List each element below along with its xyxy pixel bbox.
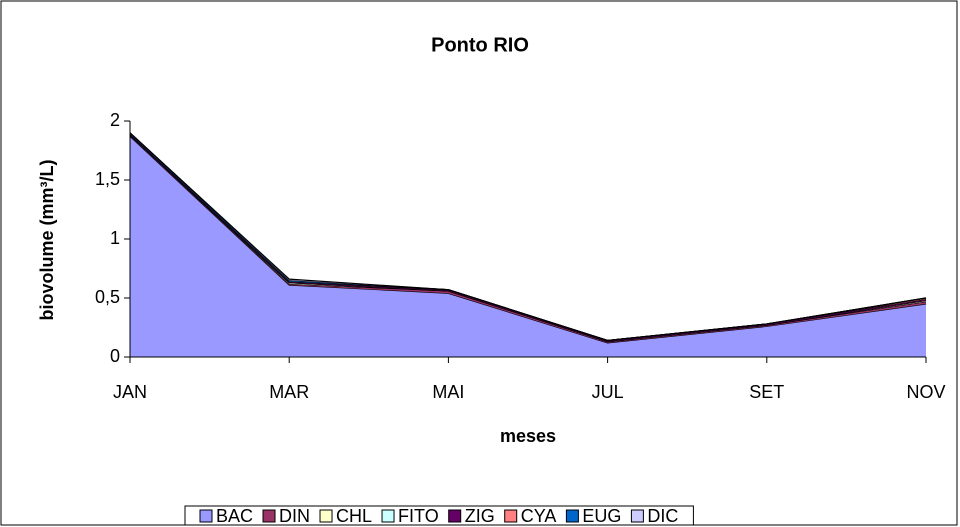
x-tick-label: NOV xyxy=(906,382,945,402)
legend-swatch xyxy=(199,509,213,523)
y-tick-label: 1,5 xyxy=(95,169,120,189)
legend-label: CHL xyxy=(336,506,372,526)
area xyxy=(130,136,926,357)
legend-swatch xyxy=(565,509,579,523)
x-tick-label: SET xyxy=(749,382,784,402)
y-tick-label: 0 xyxy=(110,346,120,366)
legend-swatch xyxy=(504,509,518,523)
legend-label: DIN xyxy=(279,506,310,526)
legend-label: ZIG xyxy=(465,506,495,526)
legend-swatch xyxy=(319,509,333,523)
x-tick-label: MAI xyxy=(432,382,464,402)
area-edge xyxy=(129,132,927,342)
y-tick-label: 2 xyxy=(110,110,120,130)
y-tick-label: 0,5 xyxy=(95,287,120,307)
x-tick-label: JAN xyxy=(113,382,147,402)
legend-swatch xyxy=(630,509,644,523)
chart-title: Ponto RIO xyxy=(431,34,529,56)
x-tick-label: JUL xyxy=(592,382,624,402)
x-axis-label: meses xyxy=(500,426,556,446)
legend-swatch xyxy=(448,509,462,523)
y-axis-label: biovolume (mm³/L) xyxy=(37,159,57,320)
legend-label: DIC xyxy=(647,506,678,526)
legend-swatch xyxy=(381,509,395,523)
legend-swatch xyxy=(262,509,276,523)
legend-label: EUG xyxy=(582,506,621,526)
legend-label: BAC xyxy=(216,506,253,526)
y-tick-label: 1 xyxy=(110,228,120,248)
legend-label: CYA xyxy=(521,506,557,526)
x-tick-label: MAR xyxy=(269,382,309,402)
legend-label: FITO xyxy=(398,506,439,526)
